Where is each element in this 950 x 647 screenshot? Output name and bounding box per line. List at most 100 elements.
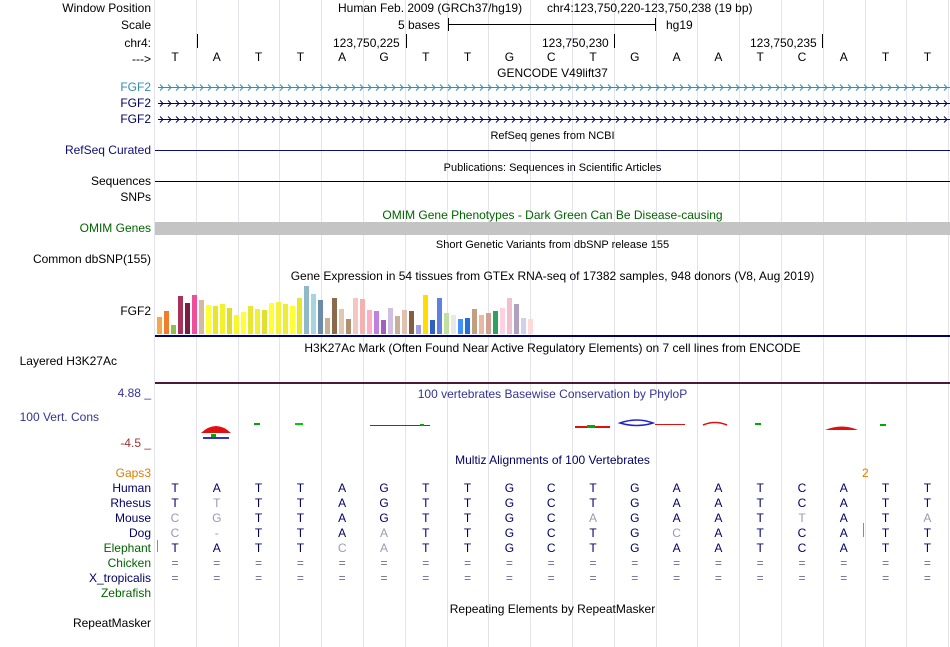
- gtex-tissue-bar[interactable]: [367, 310, 372, 334]
- gtex-tissue-bar[interactable]: [402, 310, 407, 334]
- alignment-base-mouse: T: [422, 511, 430, 525]
- gtex-tissue-bar[interactable]: [290, 306, 295, 334]
- track-label-zebrafish[interactable]: Zebrafish: [100, 586, 151, 600]
- gtex-tissue-bar[interactable]: [178, 296, 183, 334]
- phylop-logo-track[interactable]: [155, 415, 950, 445]
- gtex-tissue-bar[interactable]: [479, 315, 484, 334]
- alignment-base-dog: C: [170, 526, 180, 540]
- alignment-base-xtrop: =: [422, 571, 430, 585]
- fgf2-transcript-3[interactable]: [158, 114, 950, 125]
- gtex-tissue-bar[interactable]: [283, 304, 288, 334]
- alignment-base-mouse: T: [798, 511, 806, 525]
- gtex-tissue-bar[interactable]: [451, 315, 456, 334]
- gtex-tissue-bar[interactable]: [437, 298, 442, 334]
- cons-axis-top: 4.88 _: [117, 386, 151, 400]
- gtex-tissue-bar[interactable]: [332, 298, 337, 334]
- gtex-tissue-bar[interactable]: [192, 295, 197, 334]
- gtex-tissue-bar[interactable]: [297, 298, 302, 334]
- gtex-tissue-bar[interactable]: [465, 318, 470, 334]
- gtex-tissue-bar[interactable]: [458, 319, 463, 334]
- track-label-omim[interactable]: OMIM Genes: [79, 221, 151, 235]
- track-label-gaps[interactable]: Gaps3: [116, 466, 151, 480]
- gtex-tissue-bar[interactable]: [528, 319, 533, 334]
- gtex-tissue-bar[interactable]: [395, 316, 400, 334]
- gtex-tissue-bar[interactable]: [311, 294, 316, 334]
- gtex-tissue-bar[interactable]: [381, 320, 386, 334]
- gtex-tissue-bar[interactable]: [318, 300, 323, 334]
- omim-gene-bar[interactable]: [155, 222, 950, 235]
- gtex-tissue-bar[interactable]: [353, 298, 358, 334]
- gtex-tissue-bar[interactable]: [472, 309, 477, 334]
- fgf2-transcript-2[interactable]: [158, 98, 950, 109]
- sequences-line[interactable]: [155, 181, 950, 182]
- gtex-tissue-bar[interactable]: [164, 311, 169, 334]
- fgf2-transcript-1[interactable]: [158, 82, 950, 93]
- alignment-base-elephant: C: [797, 541, 807, 555]
- track-label-sequences[interactable]: Sequences: [90, 174, 151, 188]
- alignment-base-rhesus: G: [630, 496, 640, 510]
- gtex-tissue-bar[interactable]: [493, 311, 498, 334]
- track-label-mouse[interactable]: Mouse: [114, 511, 151, 525]
- gtex-tissue-bar[interactable]: [213, 306, 218, 334]
- refseq-gene-line[interactable]: [155, 150, 950, 151]
- gtex-tissue-bar[interactable]: [409, 311, 414, 334]
- gtex-tissue-bar[interactable]: [234, 315, 239, 334]
- gtex-tissue-bar[interactable]: [276, 302, 281, 334]
- gtex-tissue-bar[interactable]: [199, 300, 204, 334]
- track-label-dbsnp[interactable]: Common dbSNP(155): [32, 252, 151, 266]
- gtex-tissue-bar[interactable]: [206, 305, 211, 334]
- track-label-h3k27ac[interactable]: Layered H3K27Ac: [19, 354, 117, 368]
- track-label-refseq[interactable]: RefSeq Curated: [64, 143, 151, 157]
- gtex-tissue-bar[interactable]: [241, 312, 246, 334]
- gtex-tissue-bar[interactable]: [269, 303, 274, 334]
- gtex-tissue-bar[interactable]: [227, 308, 232, 334]
- gtex-tissue-bar[interactable]: [220, 304, 225, 334]
- alignment-base-human: A: [672, 481, 681, 495]
- track-label-cons[interactable]: 100 Vert. Cons: [19, 410, 99, 424]
- alignment-base-elephant: T: [923, 541, 932, 555]
- track-label-snps[interactable]: SNPs: [120, 190, 151, 204]
- track-label-human[interactable]: Human: [112, 481, 151, 495]
- gtex-tissue-bar[interactable]: [185, 303, 190, 334]
- track-label-xtropicalis[interactable]: X_tropicalis: [88, 571, 151, 585]
- alignment-base-mouse: A: [672, 511, 681, 525]
- alignment-base-rhesus: T: [171, 496, 179, 510]
- gtex-tissue-bar[interactable]: [423, 295, 428, 334]
- gtex-tissue-bar[interactable]: [388, 308, 393, 334]
- track-label-fgf2-1[interactable]: FGF2: [120, 80, 151, 94]
- gtex-tissue-bar[interactable]: [521, 318, 526, 334]
- gtex-tissue-bar[interactable]: [486, 313, 491, 334]
- gtex-tissue-bar[interactable]: [157, 317, 162, 334]
- gtex-tissue-bar[interactable]: [262, 310, 267, 334]
- gtex-tissue-bar[interactable]: [171, 325, 176, 334]
- track-label-elephant[interactable]: Elephant: [103, 541, 151, 555]
- gtex-tissue-bar[interactable]: [500, 308, 505, 334]
- track-label-chicken[interactable]: Chicken: [107, 556, 151, 570]
- gtex-tissue-bar[interactable]: [514, 304, 519, 334]
- gtex-tissue-bar[interactable]: [339, 309, 344, 334]
- label-scale: Scale: [120, 18, 151, 32]
- track-label-fgf2-2[interactable]: FGF2: [120, 96, 151, 110]
- gtex-tissue-bar[interactable]: [304, 286, 309, 334]
- gtex-tissue-bar[interactable]: [325, 318, 330, 334]
- alignment-base-elephant: T: [463, 541, 472, 555]
- gtex-bar-chart[interactable]: [155, 284, 535, 334]
- gtex-tissue-bar[interactable]: [416, 325, 421, 334]
- coord-tick-1: 123,750,225: [333, 36, 400, 50]
- gtex-tissue-bar[interactable]: [507, 298, 512, 334]
- gtex-tissue-bar[interactable]: [248, 306, 253, 334]
- track-label-dog[interactable]: Dog: [128, 526, 151, 540]
- gtex-tissue-bar[interactable]: [346, 319, 351, 334]
- h3k27ac-signal-line[interactable]: [155, 382, 950, 384]
- gtex-tissue-bar[interactable]: [360, 299, 365, 334]
- gtex-tissue-bar[interactable]: [444, 313, 449, 334]
- track-label-rhesus[interactable]: Rhesus: [110, 496, 151, 510]
- gtex-tissue-bar[interactable]: [430, 320, 435, 334]
- gtex-tissue-bar[interactable]: [374, 311, 379, 334]
- track-label-fgf2-3[interactable]: FGF2: [120, 112, 151, 126]
- alignment-base-dog: T: [463, 526, 472, 540]
- track-label-gtex[interactable]: FGF2: [120, 304, 151, 318]
- track-label-repeatmasker[interactable]: RepeatMasker: [72, 616, 151, 630]
- gtex-tissue-bar[interactable]: [255, 309, 260, 334]
